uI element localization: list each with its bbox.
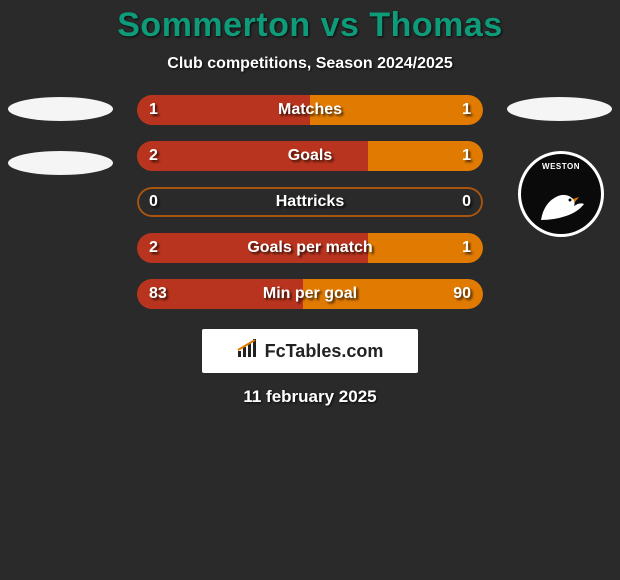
club-badge: WESTON [518,151,604,237]
stat-label: Matches [137,95,483,125]
player-ellipse-icon [8,97,113,121]
stat-row: 21Goals per match [137,233,483,263]
stats-area: WESTON 11Matches 21Goals 00Hattricks 21Goal… [0,95,620,325]
stat-label: Goals per match [137,233,483,263]
player-left-silhouettes [8,97,113,205]
player-ellipse-icon [8,151,113,175]
stat-label: Min per goal [137,279,483,309]
stat-row: 8390Min per goal [137,279,483,309]
stat-label: Goals [137,141,483,171]
stat-rows: 11Matches 21Goals 00Hattricks 21Goals per m… [137,95,483,325]
bar-chart-icon [237,339,259,364]
footer-brand-text: FcTables.com [265,341,384,362]
stat-row: 00Hattricks [137,187,483,217]
seagull-icon [536,182,586,226]
page-subtitle: Club competitions, Season 2024/2025 [0,55,620,73]
stat-row: 21Goals [137,141,483,171]
page-title: Sommerton vs Thomas [0,6,620,45]
player-ellipse-icon [507,97,612,121]
footer-brand-logo: FcTables.com [202,329,418,373]
stat-label: Hattricks [137,187,483,217]
date-label: 11 february 2025 [0,387,620,407]
club-badge-text: WESTON [521,162,601,171]
stat-row: 11Matches [137,95,483,125]
player-right-silhouettes [507,97,612,151]
